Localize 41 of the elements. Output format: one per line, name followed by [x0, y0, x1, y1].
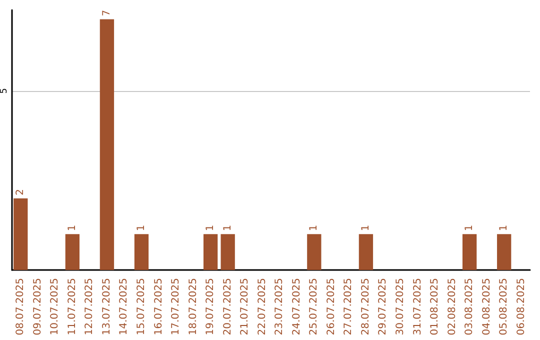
x-tick-label: 14.07.2025 — [118, 278, 130, 336]
x-tick-label: 18.07.2025 — [188, 278, 199, 336]
x-tick-label: 27.07.2025 — [343, 278, 354, 336]
data-label: 2 — [15, 189, 26, 196]
x-tick-label: 23.07.2025 — [274, 278, 286, 336]
x-tick-label: 30.07.2025 — [395, 278, 406, 336]
data-label: 1 — [464, 224, 476, 232]
x-tick-label: 17.07.2025 — [170, 278, 182, 336]
x-tick-label: 31.07.2025 — [412, 278, 424, 336]
x-tick-label: 05.08.2025 — [498, 278, 510, 336]
x-tick-label: 21.07.2025 — [240, 278, 251, 336]
x-tick-label: 29.07.2025 — [378, 278, 389, 336]
data-label: 1 — [66, 224, 78, 232]
x-tick-label: 25.07.2025 — [308, 278, 320, 336]
x-tick-label: 28.07.2025 — [360, 278, 372, 336]
x-tick-label: 22.07.2025 — [256, 278, 268, 336]
x-tick-label: 10.07.2025 — [50, 278, 61, 336]
x-tick-label: 04.08.2025 — [481, 278, 492, 336]
data-label: 1 — [498, 224, 510, 232]
data-label: 1 — [222, 224, 234, 232]
x-tick-label: 11.07.2025 — [66, 278, 78, 336]
y-tick-label: 5 — [0, 88, 10, 94]
x-tick-label: 12.07.2025 — [84, 278, 96, 336]
data-label: 1 — [360, 224, 372, 232]
x-tick-label: 13.07.2025 — [101, 278, 112, 336]
x-tick-label: 26.07.2025 — [326, 278, 337, 336]
x-tick-label: 16.07.2025 — [153, 278, 164, 336]
data-label: 7 — [101, 10, 112, 16]
x-tick-label: 15.07.2025 — [136, 278, 147, 336]
x-tick-label: 08.07.2025 — [15, 278, 26, 336]
x-tick-label: 01.08.2025 — [430, 278, 441, 336]
x-tick-label: 03.08.2025 — [464, 278, 476, 336]
data-label: 1 — [136, 224, 147, 232]
x-tick-label: 19.07.2025 — [205, 278, 216, 336]
x-tick-label: 20.07.2025 — [222, 278, 234, 336]
data-label: 1 — [308, 224, 320, 232]
x-tick-label: 06.08.2025 — [516, 278, 527, 336]
x-tick-label: 09.07.2025 — [32, 278, 44, 336]
data-label: 1 — [205, 224, 216, 232]
x-tick-label: 24.07.2025 — [291, 278, 302, 336]
x-tick-label: 02.08.2025 — [446, 278, 458, 336]
